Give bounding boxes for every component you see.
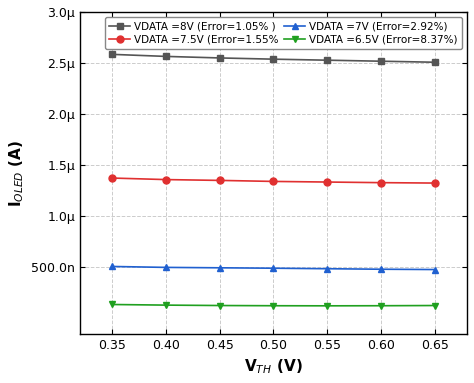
VDATA =7V (Error=2.92%) xyxy=(271,266,276,270)
VDATA =7.5V (Error=1.55% xyxy=(163,177,169,182)
VDATA =7.5V (Error=1.55% xyxy=(271,179,276,184)
Y-axis label: I$_{OLED}$ (A): I$_{OLED}$ (A) xyxy=(7,139,26,206)
Line: VDATA =8V (Error=1.05% ): VDATA =8V (Error=1.05% ) xyxy=(109,51,438,66)
VDATA =8V (Error=1.05% ) xyxy=(163,54,169,59)
VDATA =6.5V (Error=8.37%) xyxy=(432,303,438,308)
VDATA =6.5V (Error=8.37%) xyxy=(271,303,276,308)
VDATA =8V (Error=1.05% ) xyxy=(271,57,276,61)
VDATA =8V (Error=1.05% ) xyxy=(217,56,223,60)
VDATA =7.5V (Error=1.55% xyxy=(432,181,438,185)
Line: VDATA =6.5V (Error=8.37%): VDATA =6.5V (Error=8.37%) xyxy=(109,301,438,309)
VDATA =6.5V (Error=8.37%) xyxy=(109,302,115,307)
VDATA =7.5V (Error=1.55% xyxy=(324,180,330,184)
VDATA =7.5V (Error=1.55% xyxy=(217,178,223,183)
VDATA =7.5V (Error=1.55% xyxy=(378,180,384,185)
VDATA =8V (Error=1.05% ) xyxy=(109,52,115,57)
VDATA =6.5V (Error=8.37%) xyxy=(217,303,223,308)
VDATA =8V (Error=1.05% ) xyxy=(378,59,384,64)
Legend: VDATA =8V (Error=1.05% ), VDATA =7.5V (Error=1.55%, VDATA =7V (Error=2.92%), VDA: VDATA =8V (Error=1.05% ), VDATA =7.5V (E… xyxy=(105,17,462,49)
VDATA =6.5V (Error=8.37%) xyxy=(163,303,169,308)
VDATA =7.5V (Error=1.55% xyxy=(109,176,115,180)
Line: VDATA =7V (Error=2.92%): VDATA =7V (Error=2.92%) xyxy=(109,263,438,273)
Line: VDATA =7.5V (Error=1.55%: VDATA =7.5V (Error=1.55% xyxy=(109,175,438,187)
VDATA =8V (Error=1.05% ) xyxy=(432,60,438,64)
VDATA =7V (Error=2.92%) xyxy=(324,267,330,271)
VDATA =7V (Error=2.92%) xyxy=(109,264,115,269)
VDATA =6.5V (Error=8.37%) xyxy=(378,303,384,308)
VDATA =6.5V (Error=8.37%) xyxy=(324,304,330,308)
X-axis label: V$_{TH}$ (V): V$_{TH}$ (V) xyxy=(244,357,303,376)
VDATA =8V (Error=1.05% ) xyxy=(324,58,330,62)
VDATA =7V (Error=2.92%) xyxy=(432,267,438,272)
VDATA =7V (Error=2.92%) xyxy=(163,265,169,270)
VDATA =7V (Error=2.92%) xyxy=(217,265,223,270)
VDATA =7V (Error=2.92%) xyxy=(378,267,384,272)
